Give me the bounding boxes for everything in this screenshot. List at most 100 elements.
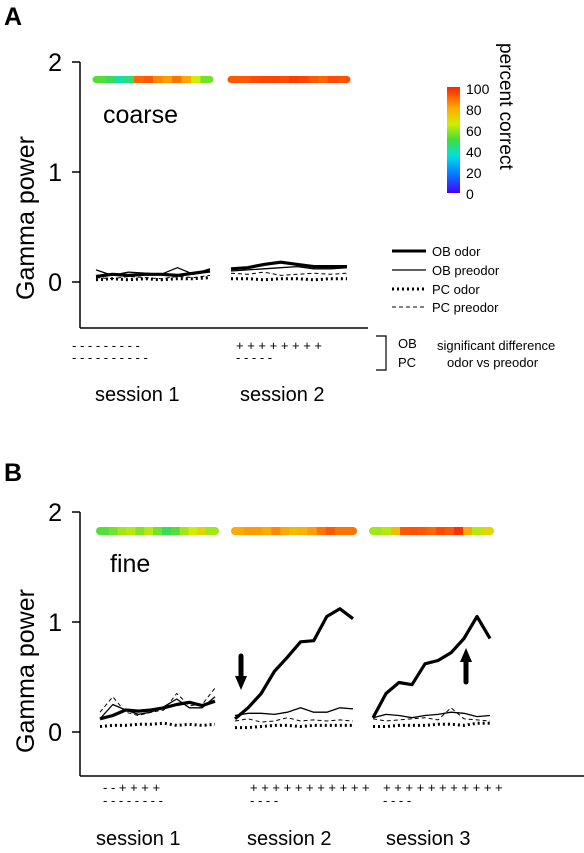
percent-correct-cap [206, 76, 214, 83]
panel-b-ytick-0: 0 [48, 719, 62, 747]
percent-correct-cap [231, 527, 239, 535]
panel-b-s2-ob-sig: + + + + + + + + + + + [250, 780, 370, 795]
series-line-ob-preodor [95, 267, 211, 277]
series-line-ob-preodor [99, 696, 216, 720]
percent-correct-segment [343, 527, 354, 535]
panel-a-session-2-label: session 2 [240, 384, 325, 406]
percent-correct-segment [134, 76, 145, 83]
panel-b-s2-pc-sig: - - - - [250, 793, 278, 808]
arrow-up-head [460, 648, 472, 662]
percent-correct-cap [486, 527, 494, 535]
colorbar-tick-20: 20 [466, 165, 482, 181]
panel-b-session-3-label: session 3 [386, 828, 471, 850]
percent-correct-segment [289, 527, 300, 535]
series-line-ob-preodor [230, 265, 348, 272]
colorbar-title: percent correct [495, 43, 516, 170]
percent-correct-segment [126, 527, 136, 535]
percent-correct-segment [472, 527, 482, 535]
percent-correct-segment [307, 527, 318, 535]
percent-correct-segment [337, 76, 348, 83]
percent-correct-segment [144, 527, 154, 535]
percent-correct-segment [153, 527, 163, 535]
percent-correct-segment [250, 76, 261, 83]
legend-pc-preodor: PC preodor [432, 300, 499, 315]
percent-correct-segment [235, 527, 245, 535]
series-line-ob-odor [230, 260, 347, 271]
panel-b-letter: B [4, 459, 22, 487]
sig-row-pc-label: PC [398, 355, 416, 370]
percent-correct-cap [96, 527, 104, 535]
panel-b-inset-label: fine [110, 550, 150, 578]
percent-correct-segment [262, 527, 272, 535]
percent-correct-segment [135, 527, 145, 535]
percent-correct-cap [349, 527, 357, 535]
percent-correct-segment [436, 527, 446, 535]
percent-correct-segment [100, 527, 110, 535]
panel-b-s1-pc-sig: - - - - - - - - [103, 793, 163, 808]
colorbar-tick-0: 0 [466, 186, 474, 202]
percent-correct-segment [253, 527, 263, 535]
sig-bracket [376, 335, 387, 371]
percent-correct-segment [244, 527, 254, 535]
series-line-pc-preodor [99, 687, 216, 716]
panel-b-s1-ob-sig: - - + + + + [103, 780, 160, 795]
panel-b-axes [72, 511, 584, 777]
percent-correct-segment [179, 527, 190, 535]
percent-correct-cap [211, 527, 219, 535]
percent-correct-segment [481, 527, 491, 535]
percent-correct-segment [172, 76, 183, 83]
percent-correct-segment [327, 76, 338, 83]
panel-b-ylabel: Gamma power [12, 589, 40, 753]
panel-a-ylabel: Gamma power [12, 136, 40, 300]
percent-correct-cap [343, 76, 351, 83]
percent-correct-segment [115, 76, 126, 83]
percent-correct-segment [153, 76, 164, 83]
percent-correct-segment [463, 527, 473, 535]
percent-correct-segment [105, 76, 116, 83]
panel-b-session-2-label: session 2 [247, 828, 332, 850]
series-line-pc-preodor [230, 271, 348, 276]
percent-correct-segment [240, 76, 251, 83]
panel-b-s3-ob-sig: + + + + + + + + + + + [383, 780, 503, 795]
percent-correct-segment [308, 76, 319, 83]
series-line-pc-odor [95, 276, 211, 282]
percent-correct-segment [445, 527, 455, 535]
panel-a-ytick-2: 2 [48, 49, 62, 77]
series-line-ob-preodor [372, 711, 491, 719]
percent-correct-segment [260, 76, 271, 83]
panel-a-letter: A [4, 3, 22, 31]
percent-correct-segment [108, 527, 119, 535]
panel-b-arrows [235, 648, 472, 690]
colorbar-tick-60: 60 [466, 123, 482, 139]
legend-ob-odor: OB odor [432, 244, 481, 259]
series-line-pc-odor [231, 277, 347, 282]
percent-correct-segment [454, 527, 464, 535]
colorbar-tick-80: 80 [466, 102, 482, 118]
percent-correct-segment [325, 527, 336, 535]
series-line-pc-preodor [372, 707, 491, 722]
percent-correct-segment [298, 527, 309, 535]
percent-correct-segment [162, 76, 173, 83]
series-line-pc-odor [235, 723, 353, 730]
colorbar-tick-100: 100 [466, 81, 490, 97]
percent-correct-cap [92, 76, 100, 83]
panel-a-session-1-label: session 1 [95, 384, 180, 406]
panel-a-s1-ob-sig: - - - - - - - - - [72, 338, 140, 353]
panel-b-s3-pc-sig: - - - - [383, 793, 411, 808]
percent-correct-segment [298, 76, 309, 83]
series-line-pc-odor [99, 721, 216, 728]
percent-correct-segment [409, 527, 419, 535]
percent-correct-segment [191, 76, 202, 83]
legend: OB odor OB preodor PC odor PC preodor [392, 244, 500, 315]
panel-b-ytick-2: 2 [48, 499, 62, 527]
percent-correct-segment [181, 76, 192, 83]
panel-b-series-lines [99, 607, 492, 730]
panel-a-series-lines [95, 260, 348, 282]
percent-correct-segment [391, 527, 401, 535]
percent-correct-segment [418, 527, 428, 535]
percent-correct-segment [318, 76, 329, 83]
series-line-ob-odor [371, 614, 492, 719]
sig-note-line2: odor vs preodor [447, 355, 539, 370]
percent-correct-segment [271, 527, 281, 535]
